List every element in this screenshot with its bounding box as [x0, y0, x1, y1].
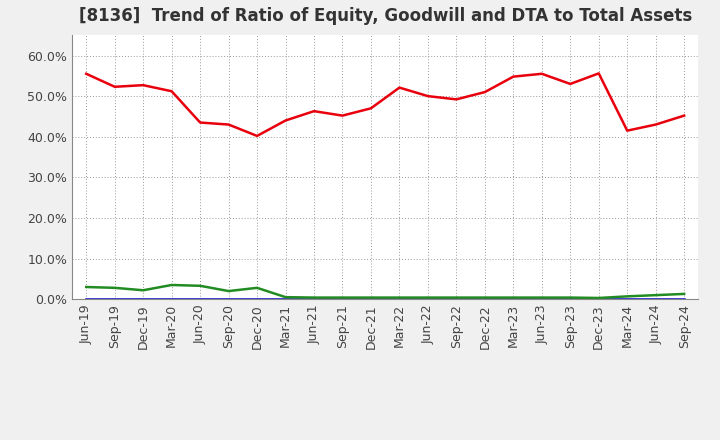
Deferred Tax Assets	[509, 295, 518, 300]
Goodwill	[253, 297, 261, 302]
Goodwill	[509, 297, 518, 302]
Deferred Tax Assets	[680, 291, 688, 297]
Line: Deferred Tax Assets: Deferred Tax Assets	[86, 285, 684, 298]
Deferred Tax Assets	[623, 294, 631, 299]
Goodwill	[310, 297, 318, 302]
Goodwill	[395, 297, 404, 302]
Equity	[225, 122, 233, 127]
Equity	[595, 71, 603, 76]
Equity	[395, 85, 404, 90]
Equity	[82, 71, 91, 77]
Deferred Tax Assets	[366, 295, 375, 300]
Equity	[196, 120, 204, 125]
Deferred Tax Assets	[452, 295, 461, 300]
Deferred Tax Assets	[537, 295, 546, 300]
Deferred Tax Assets	[253, 285, 261, 290]
Equity	[282, 118, 290, 123]
Goodwill	[537, 297, 546, 302]
Equity	[623, 128, 631, 133]
Goodwill	[196, 297, 204, 302]
Equity	[139, 83, 148, 88]
Equity	[652, 122, 660, 127]
Deferred Tax Assets	[82, 284, 91, 290]
Equity	[452, 97, 461, 102]
Goodwill	[652, 297, 660, 302]
Equity	[366, 106, 375, 111]
Equity	[338, 113, 347, 118]
Deferred Tax Assets	[338, 295, 347, 300]
Deferred Tax Assets	[423, 295, 432, 300]
Equity	[167, 88, 176, 94]
Equity	[537, 71, 546, 77]
Deferred Tax Assets	[225, 289, 233, 294]
Goodwill	[566, 297, 575, 302]
Equity	[509, 74, 518, 79]
Title: [8136]  Trend of Ratio of Equity, Goodwill and DTA to Total Assets: [8136] Trend of Ratio of Equity, Goodwil…	[78, 7, 692, 26]
Deferred Tax Assets	[480, 295, 489, 300]
Deferred Tax Assets	[110, 285, 119, 290]
Deferred Tax Assets	[395, 295, 404, 300]
Equity	[566, 81, 575, 87]
Deferred Tax Assets	[652, 293, 660, 298]
Goodwill	[366, 297, 375, 302]
Goodwill	[167, 297, 176, 302]
Line: Equity: Equity	[86, 73, 684, 136]
Equity	[480, 89, 489, 95]
Deferred Tax Assets	[310, 295, 318, 300]
Goodwill	[82, 297, 91, 302]
Deferred Tax Assets	[196, 283, 204, 289]
Goodwill	[680, 297, 688, 302]
Deferred Tax Assets	[282, 294, 290, 300]
Equity	[310, 109, 318, 114]
Equity	[423, 93, 432, 99]
Goodwill	[452, 297, 461, 302]
Goodwill	[282, 297, 290, 302]
Equity	[253, 133, 261, 139]
Equity	[110, 84, 119, 89]
Goodwill	[139, 297, 148, 302]
Goodwill	[595, 297, 603, 302]
Deferred Tax Assets	[167, 282, 176, 288]
Goodwill	[623, 297, 631, 302]
Goodwill	[480, 297, 489, 302]
Deferred Tax Assets	[139, 288, 148, 293]
Goodwill	[225, 297, 233, 302]
Goodwill	[110, 297, 119, 302]
Goodwill	[338, 297, 347, 302]
Deferred Tax Assets	[595, 295, 603, 301]
Equity	[680, 113, 688, 118]
Deferred Tax Assets	[566, 295, 575, 300]
Goodwill	[423, 297, 432, 302]
